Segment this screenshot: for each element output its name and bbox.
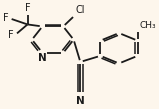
Text: N: N — [38, 53, 47, 63]
Text: N: N — [76, 96, 85, 106]
Text: F: F — [25, 3, 30, 13]
Text: CH₃: CH₃ — [139, 21, 156, 30]
Text: F: F — [3, 13, 8, 23]
Text: Cl: Cl — [76, 5, 85, 15]
Text: F: F — [8, 30, 14, 40]
